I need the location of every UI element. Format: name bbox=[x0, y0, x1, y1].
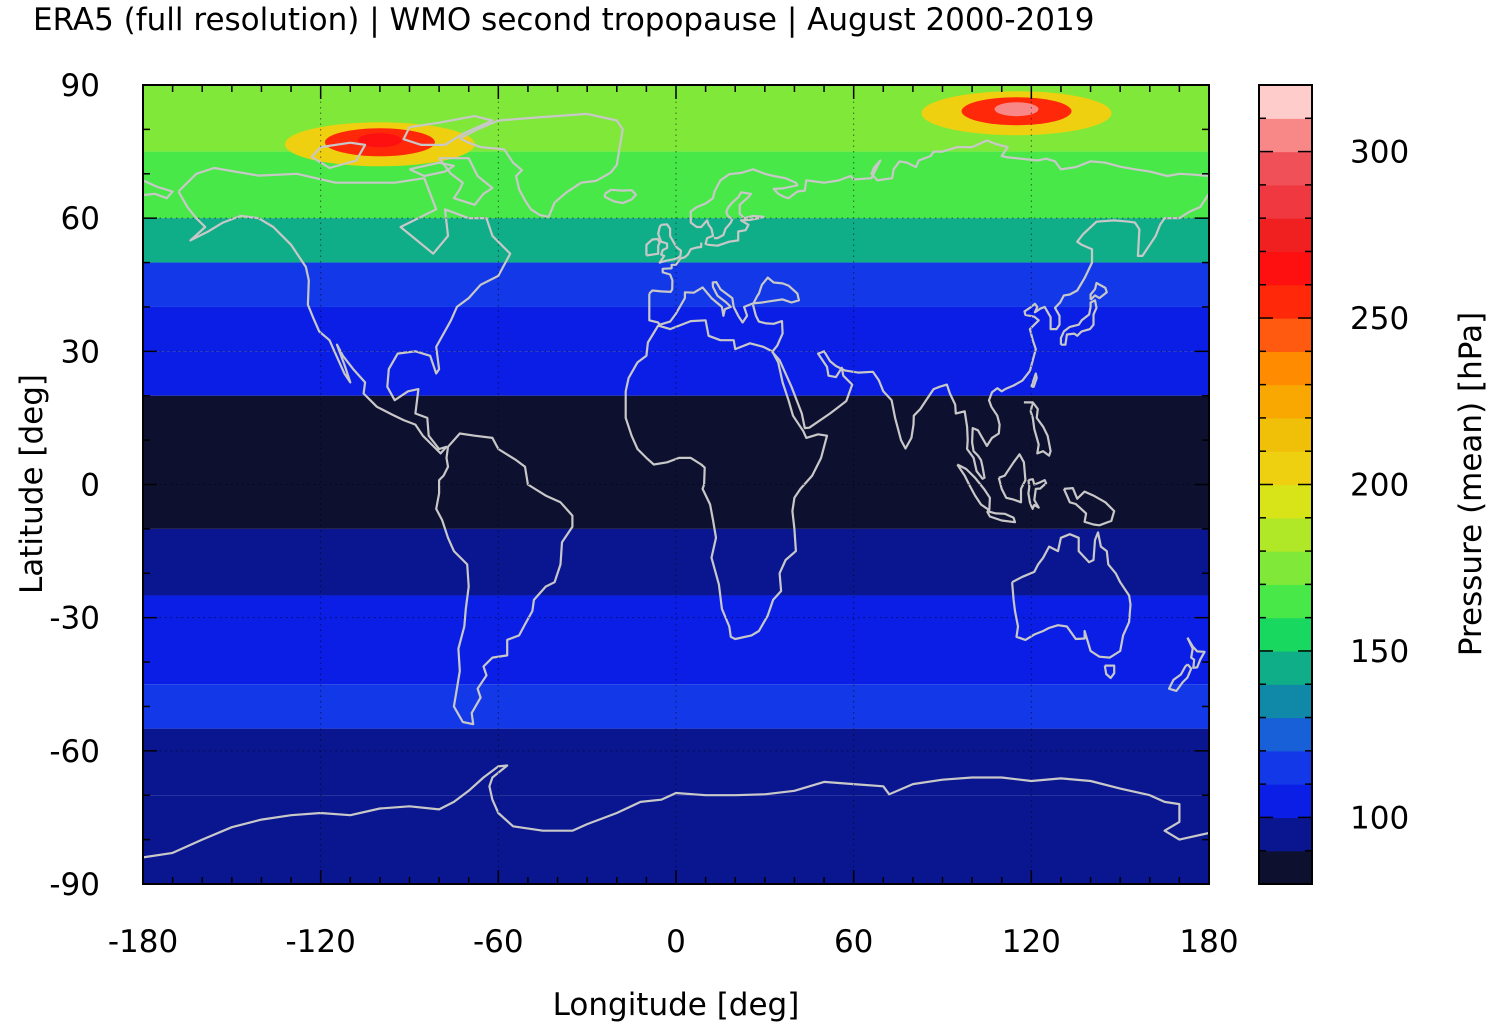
coastline bbox=[624, 319, 829, 641]
coastline bbox=[409, 161, 455, 178]
colorbar-segment bbox=[1259, 551, 1312, 585]
y-tick-labels: 90 60 30 0 -30 -60 -90 bbox=[49, 68, 100, 903]
coastline bbox=[1023, 401, 1052, 457]
coastline bbox=[1059, 299, 1098, 346]
coastline bbox=[438, 157, 494, 206]
grid-lines bbox=[143, 85, 1209, 884]
minor-ticks bbox=[142, 84, 1210, 885]
coastline bbox=[143, 764, 1209, 859]
coastline bbox=[1186, 637, 1206, 669]
colorbar-segment bbox=[1259, 484, 1312, 519]
colorbar-segment bbox=[1259, 850, 1312, 885]
colorbar-segment bbox=[1259, 251, 1312, 286]
coastline bbox=[1030, 372, 1038, 388]
coastline bbox=[435, 432, 574, 726]
x-axis-label: Longitude [deg] bbox=[553, 987, 800, 1023]
pressure-band bbox=[143, 528, 1209, 596]
heatmap-area bbox=[143, 85, 1209, 884]
coastline bbox=[459, 112, 624, 218]
pressure-band bbox=[143, 351, 1209, 396]
coastline bbox=[402, 115, 494, 146]
colorbar-segment bbox=[1259, 451, 1312, 486]
x-tick-label: 120 bbox=[1002, 924, 1061, 960]
y-tick-label: 90 bbox=[61, 68, 100, 104]
x-tick-label: 0 bbox=[666, 924, 686, 960]
coastline bbox=[143, 179, 174, 200]
hotspot-core bbox=[994, 102, 1039, 117]
colorbar-segment bbox=[1259, 351, 1312, 386]
colorbar-segment bbox=[1259, 750, 1312, 785]
colorbar-ticks: 100 150 200 250 300 bbox=[1259, 117, 1409, 852]
hotspot-core bbox=[357, 133, 402, 148]
colorbar-tick-label: 250 bbox=[1350, 301, 1409, 337]
colorbar-label: Pressure (mean) [hPa] bbox=[1453, 312, 1489, 656]
colorbar-segment bbox=[1259, 617, 1312, 652]
coastline-overlay bbox=[143, 112, 1209, 859]
y-tick-label: 60 bbox=[61, 201, 100, 237]
coastline bbox=[985, 510, 1017, 524]
coastline bbox=[648, 242, 703, 295]
coastline bbox=[1011, 531, 1132, 659]
coastline bbox=[310, 141, 367, 170]
coastline bbox=[956, 463, 991, 512]
colorbar-segment bbox=[1259, 650, 1312, 685]
colorbar-tick-label: 200 bbox=[1350, 468, 1409, 504]
colorbar-segment bbox=[1259, 417, 1312, 452]
colorbar-segment bbox=[1259, 384, 1312, 419]
coastline bbox=[603, 188, 638, 205]
colorbar-segment bbox=[1259, 118, 1312, 153]
y-axis-label: Latitude [deg] bbox=[14, 374, 50, 594]
colorbar-segment bbox=[1259, 85, 1312, 119]
y-tick-label: -30 bbox=[49, 601, 100, 637]
colorbar-segment bbox=[1259, 151, 1312, 186]
colorbar-segment bbox=[1259, 717, 1312, 752]
x-tick-label: -60 bbox=[473, 924, 524, 960]
coastline bbox=[1027, 478, 1048, 510]
y-tick-label: -90 bbox=[49, 867, 100, 903]
colorbar-tick-label: 300 bbox=[1350, 135, 1409, 171]
colorbar bbox=[1259, 85, 1312, 885]
x-tick-label: 180 bbox=[1179, 924, 1238, 960]
pressure-band bbox=[143, 684, 1209, 729]
colorbar-tick-label: 100 bbox=[1350, 800, 1409, 836]
x-tick-label: 60 bbox=[834, 924, 873, 960]
coastline bbox=[645, 237, 661, 257]
colorbar-segment bbox=[1259, 517, 1312, 552]
y-tick-label: -60 bbox=[49, 734, 100, 770]
colorbar-segment bbox=[1259, 784, 1312, 819]
coastline bbox=[1089, 281, 1108, 301]
colorbar-segment bbox=[1259, 584, 1312, 619]
coastline bbox=[1167, 663, 1193, 692]
coastline bbox=[689, 139, 1209, 247]
coastline bbox=[751, 193, 1209, 480]
hotspot-blobs bbox=[284, 91, 1112, 167]
colorbar-segment bbox=[1259, 184, 1312, 219]
colorbar-segment bbox=[1259, 318, 1312, 352]
coastline bbox=[648, 276, 800, 326]
x-tick-label: -180 bbox=[108, 924, 178, 960]
colorbar-tick-label: 150 bbox=[1350, 634, 1409, 670]
coastline bbox=[1103, 664, 1116, 680]
coastline bbox=[1062, 487, 1116, 527]
colorbar-segment bbox=[1259, 218, 1312, 253]
colorbar-segment bbox=[1259, 684, 1312, 719]
map-title: ERA5 (full resolution) | WMO second trop… bbox=[33, 2, 1094, 38]
x-tick-labels: -180 -120 -60 0 60 120 180 bbox=[108, 924, 1239, 960]
y-tick-label: 30 bbox=[61, 334, 100, 370]
colorbar-segment bbox=[1259, 284, 1312, 319]
colorbar-segment bbox=[1259, 817, 1312, 852]
y-tick-label: 0 bbox=[80, 468, 100, 504]
coastline bbox=[657, 223, 683, 264]
x-tick-label: -120 bbox=[285, 924, 355, 960]
